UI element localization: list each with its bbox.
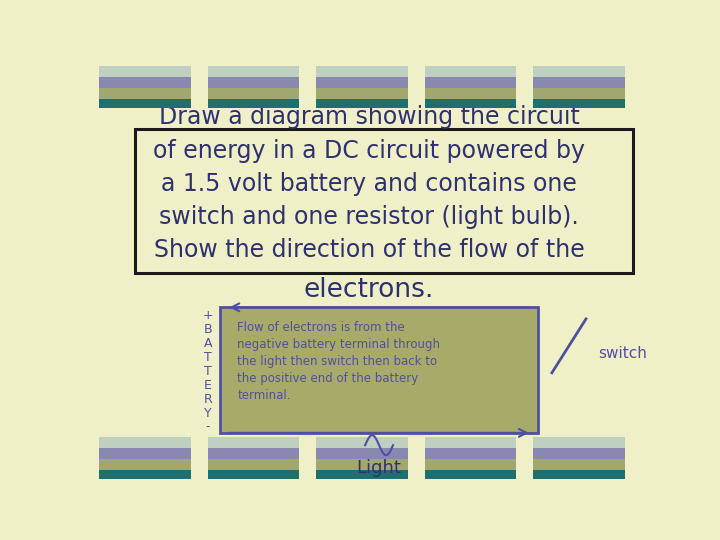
Bar: [208, 448, 300, 459]
Bar: [208, 437, 300, 448]
Text: Y: Y: [204, 407, 212, 420]
Bar: [316, 437, 408, 448]
Text: switch: switch: [598, 346, 647, 361]
Text: Draw a diagram showing the circuit: Draw a diagram showing the circuit: [158, 105, 580, 129]
Bar: [99, 99, 191, 108]
Bar: [534, 448, 625, 459]
Bar: [99, 448, 191, 459]
Bar: [425, 470, 516, 479]
Text: T: T: [204, 364, 212, 377]
Bar: [99, 470, 191, 479]
Text: Light: Light: [356, 459, 402, 477]
Bar: [99, 437, 191, 448]
Text: B: B: [204, 323, 212, 336]
Text: electrons.: electrons.: [304, 276, 434, 302]
Bar: [316, 99, 408, 108]
Bar: [316, 459, 408, 470]
Bar: [220, 307, 538, 433]
Bar: [534, 88, 625, 99]
Bar: [208, 77, 300, 88]
Bar: [425, 448, 516, 459]
Bar: [208, 470, 300, 479]
Bar: [135, 130, 632, 273]
Text: a 1.5 volt battery and contains one: a 1.5 volt battery and contains one: [161, 172, 577, 196]
Bar: [99, 66, 191, 77]
Bar: [534, 459, 625, 470]
Bar: [425, 459, 516, 470]
Bar: [425, 437, 516, 448]
Bar: [208, 88, 300, 99]
Text: of energy in a DC circuit powered by: of energy in a DC circuit powered by: [153, 139, 585, 163]
Bar: [208, 459, 300, 470]
Bar: [534, 470, 625, 479]
Text: T: T: [204, 350, 212, 364]
Bar: [534, 99, 625, 108]
Text: E: E: [204, 379, 212, 392]
Text: R: R: [204, 393, 212, 406]
Bar: [425, 77, 516, 88]
Bar: [208, 99, 300, 108]
Text: -: -: [205, 421, 210, 434]
Bar: [99, 77, 191, 88]
Bar: [534, 77, 625, 88]
Bar: [99, 88, 191, 99]
Bar: [534, 437, 625, 448]
Text: +: +: [202, 309, 213, 322]
Bar: [316, 66, 408, 77]
Bar: [208, 66, 300, 77]
Bar: [99, 459, 191, 470]
Bar: [316, 88, 408, 99]
Bar: [316, 448, 408, 459]
Bar: [425, 88, 516, 99]
Bar: [316, 77, 408, 88]
Bar: [425, 66, 516, 77]
Bar: [316, 470, 408, 479]
Text: switch and one resistor (light bulb).: switch and one resistor (light bulb).: [159, 205, 579, 229]
Bar: [534, 66, 625, 77]
Text: Show the direction of the flow of the: Show the direction of the flow of the: [153, 238, 585, 262]
Text: A: A: [204, 337, 212, 350]
Bar: [425, 99, 516, 108]
Text: Flow of electrons is from the
negative battery terminal through
the light then s: Flow of electrons is from the negative b…: [238, 321, 440, 402]
